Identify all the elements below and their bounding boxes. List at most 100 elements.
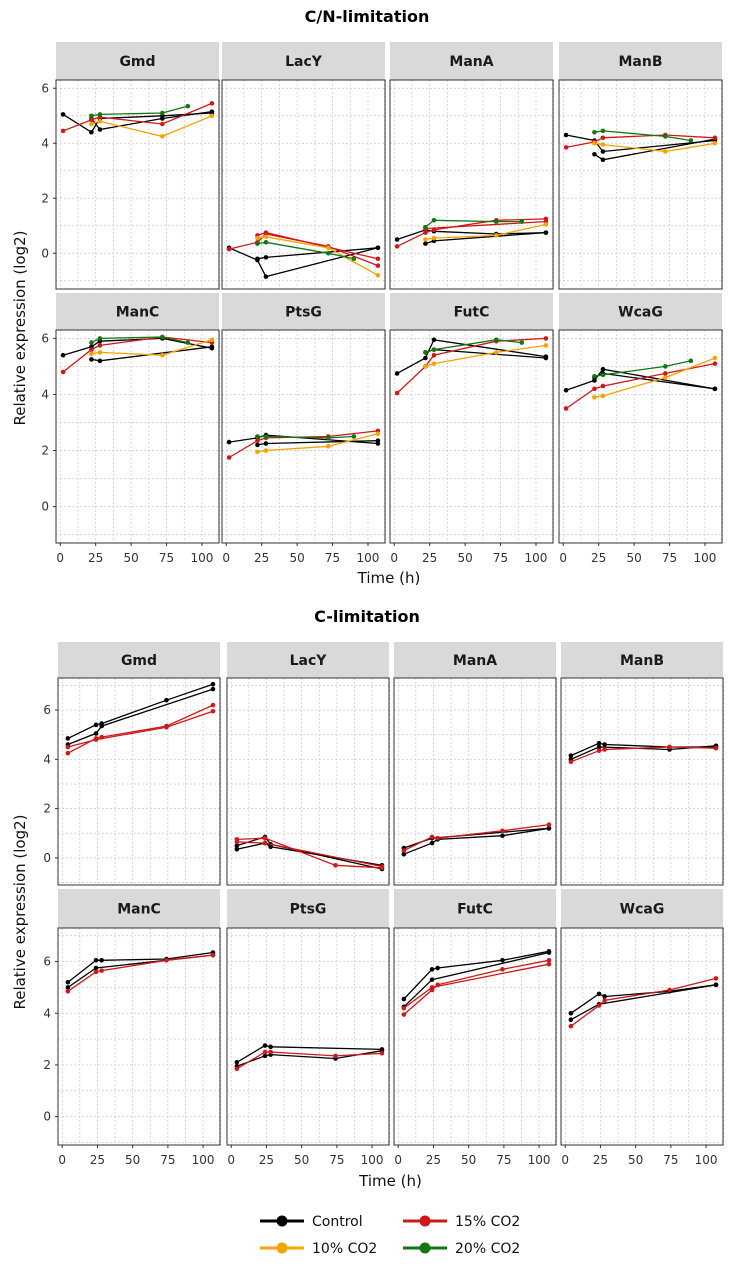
series-15-co2: [401, 957, 552, 1017]
data-point: [712, 386, 718, 392]
data-point: [663, 149, 668, 154]
x-axis-title: Time (h): [358, 1172, 422, 1190]
data-point: [89, 121, 94, 127]
plot-background: [561, 678, 723, 885]
data-point: [379, 1050, 385, 1056]
panel-mana: ManA: [389, 42, 555, 290]
series-line: [425, 339, 522, 354]
data-point: [546, 961, 552, 967]
panel-lacy: LacY: [221, 42, 387, 290]
panel-manb: ManB: [560, 642, 725, 886]
panel-wcag: WcaG 0 25 50 75 100: [560, 889, 725, 1167]
legend-item-20-co2: 20% CO2: [403, 1241, 520, 1257]
y-tick-label: 4: [41, 136, 49, 150]
panel-strip: [559, 293, 722, 330]
panel-strip: [561, 642, 723, 678]
y-tick-label: 6: [43, 703, 51, 717]
data-point: [667, 744, 672, 750]
data-point: [592, 386, 597, 392]
data-point: [326, 250, 331, 256]
y-axis-title: Relative expression (log2): [11, 230, 29, 425]
panel-label: Gmd: [121, 653, 157, 669]
data-point: [543, 336, 549, 341]
plot-background: [390, 80, 553, 289]
panel-strip: [56, 42, 219, 80]
x-tick-label: 50: [628, 1153, 643, 1167]
data-point: [435, 835, 440, 841]
panel-label: ManB: [618, 54, 662, 70]
series-line: [594, 357, 716, 398]
data-point: [596, 1003, 602, 1008]
panel-futc: FutC 0 25 50 75 100: [393, 889, 558, 1167]
data-point: [600, 149, 606, 154]
data-point: [375, 438, 381, 444]
data-point: [592, 394, 597, 400]
plot-background: [561, 928, 723, 1145]
data-point: [543, 230, 549, 235]
data-point: [160, 134, 165, 139]
data-point: [255, 434, 260, 439]
y-tick-label: 4: [43, 752, 51, 766]
grid: [561, 678, 725, 885]
panel-label: ManC: [117, 902, 161, 918]
chart-title: C-limitation: [314, 607, 420, 626]
data-point: [423, 230, 428, 235]
data-point: [99, 957, 104, 963]
x-tick-label: 100: [528, 1153, 551, 1167]
data-point: [431, 337, 437, 343]
data-point: [262, 1053, 268, 1059]
series-20-co2: [255, 239, 357, 262]
series-line: [425, 220, 546, 230]
y-tick-label: 6: [41, 331, 49, 345]
x-tick-label: 25: [593, 1153, 608, 1167]
series-line: [236, 837, 383, 869]
series-line: [257, 433, 379, 453]
data-point: [435, 965, 440, 971]
panel-border: [57, 927, 221, 1146]
y-tick-label: 0: [43, 851, 51, 865]
data-point: [65, 985, 71, 990]
data-point: [164, 957, 169, 963]
data-point: [667, 987, 672, 993]
data-point: [423, 237, 428, 242]
series-line: [91, 105, 188, 117]
series-10-co2: [89, 337, 215, 358]
data-point: [596, 741, 602, 746]
plot-background: [58, 928, 220, 1145]
data-point: [351, 434, 357, 439]
series-15-co2: [65, 702, 216, 756]
data-point: [592, 129, 597, 135]
y-axis-title: Relative expression (log2): [11, 814, 29, 1009]
grid: [559, 330, 724, 543]
panel-border: [393, 927, 557, 1146]
data-point: [713, 982, 719, 988]
panel-gmd: Gmd 0 2 4 6: [43, 642, 222, 886]
data-point: [65, 750, 71, 756]
data-point: [546, 822, 552, 827]
data-point: [423, 364, 428, 369]
data-point: [500, 957, 505, 963]
data-point: [65, 988, 71, 994]
y-tick-label: 4: [41, 387, 49, 401]
data-point: [65, 736, 71, 741]
x-tick-label: 25: [88, 551, 103, 565]
data-point: [494, 219, 499, 224]
series-10-co2: [592, 355, 718, 400]
grid: [58, 678, 222, 885]
grid: [56, 80, 221, 289]
data-point: [600, 366, 606, 372]
data-point: [563, 145, 569, 150]
data-point: [519, 219, 525, 224]
panel-label: LacY: [285, 54, 323, 70]
panel-strip: [227, 642, 389, 678]
y-tick-label: 4: [43, 1006, 51, 1020]
plot-background: [58, 678, 220, 885]
x-tick-label: 100: [695, 1153, 718, 1167]
data-point: [209, 113, 215, 119]
data-point: [394, 237, 400, 242]
data-point: [333, 1053, 338, 1059]
data-point: [429, 840, 435, 846]
chart-cn: C/N-limitation Gmd 0 2 4 6 LacY ManA ManB ManC 0 2 4…: [11, 7, 724, 587]
series-15-co2: [568, 976, 719, 1029]
series-line: [396, 339, 546, 374]
